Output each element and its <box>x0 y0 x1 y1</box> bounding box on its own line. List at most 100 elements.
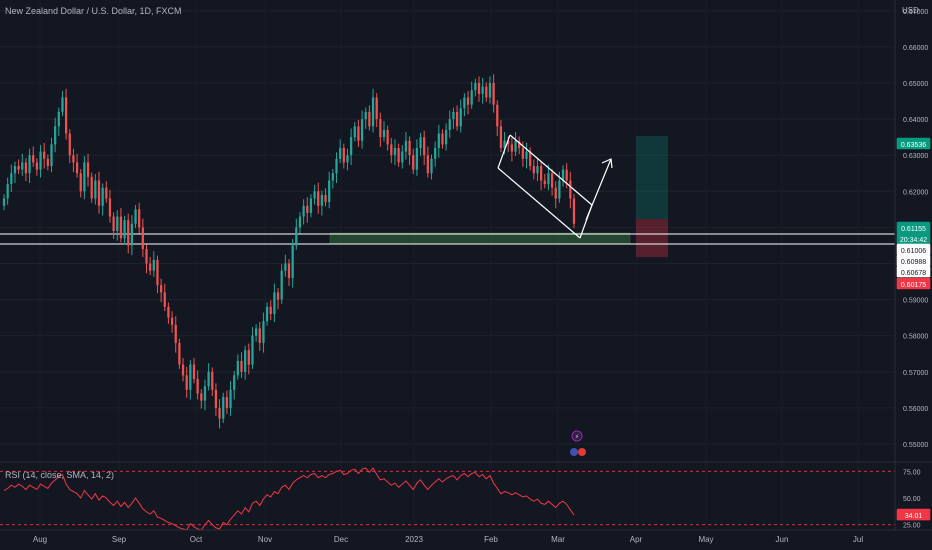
x-tick-label: Aug <box>33 535 47 544</box>
candle-body <box>346 155 349 163</box>
candle-body <box>46 158 49 167</box>
x-tick-label: Nov <box>258 535 272 544</box>
candle-body <box>532 166 535 174</box>
candle-body <box>152 259 155 271</box>
candle-body <box>331 173 334 181</box>
candle-body <box>265 306 269 322</box>
x-tick-label: Apr <box>630 535 643 544</box>
rsi-level-label: 50.00 <box>903 496 921 503</box>
level-price-tag-b: 0.60678 <box>896 265 931 278</box>
y-tick-label: 0.55000 <box>903 442 928 449</box>
price-labels: 0.63536 0.61155 20:34:42 0.61006 0.60988 0.60… <box>896 137 931 521</box>
candle-body <box>324 194 327 203</box>
candle-body <box>550 173 554 188</box>
candle-body <box>521 147 524 159</box>
y-tick-label: 0.59000 <box>903 298 928 305</box>
support-zone <box>329 232 631 245</box>
candle-body <box>156 259 159 286</box>
candle-body <box>185 375 188 390</box>
candle-body <box>61 97 64 112</box>
candle-body <box>97 180 101 206</box>
candle-body <box>127 220 130 246</box>
rsi-value-tag: 34.01 <box>896 508 931 521</box>
candle-body <box>404 140 408 152</box>
candle-body <box>170 317 174 325</box>
candle-body <box>262 321 265 343</box>
candle-body <box>284 263 287 271</box>
candle-body <box>437 133 440 148</box>
candle-body <box>309 198 313 213</box>
candle-body <box>470 90 473 105</box>
candle-body <box>507 140 510 145</box>
candle-body <box>287 263 291 278</box>
candle-body <box>178 342 181 365</box>
candle-body <box>181 364 185 376</box>
candle-body <box>554 187 557 199</box>
y-tick-label: 0.58000 <box>903 334 928 341</box>
candle-body <box>572 198 576 224</box>
level-price-tag-b-bg <box>896 265 931 278</box>
channel-lower-line <box>497 167 581 239</box>
candle-body <box>518 140 521 148</box>
rsi-level-label: 25.00 <box>903 523 921 530</box>
candle-body <box>64 97 68 134</box>
candle-body <box>364 111 367 120</box>
breakout-arrow-shaft <box>585 158 612 221</box>
x-tick-label: Jun <box>776 535 789 544</box>
x-tick-label: Jul <box>853 535 863 544</box>
x-tick-label: Dec <box>334 535 348 544</box>
candle-body <box>342 147 345 163</box>
candle-body <box>251 335 254 365</box>
flag-icon-us <box>570 448 578 456</box>
candle-body <box>10 173 13 185</box>
candle-body <box>163 292 166 307</box>
candle-body <box>349 137 353 156</box>
entry-price-tag: 0.61006 <box>896 243 931 256</box>
candle-body <box>298 216 302 228</box>
stop-price-tag-text: 0.60175 <box>901 282 926 289</box>
candle-body <box>529 151 532 167</box>
candle-body <box>434 147 437 159</box>
x-tick-label: 2023 <box>405 535 423 544</box>
y-tick-label: 0.67000 <box>903 9 928 16</box>
candle-body <box>382 129 386 138</box>
candle-body <box>207 371 210 387</box>
drawings: ⚡ <box>497 134 613 456</box>
candle-body <box>108 198 112 217</box>
candle-body <box>408 140 411 156</box>
candle-body <box>134 209 137 224</box>
candle-body <box>474 83 477 91</box>
rsi-title[interactable]: RSI (14, close, SMA, 14, 2) <box>5 470 115 480</box>
candle-body <box>236 360 239 376</box>
candle-body <box>368 111 371 127</box>
candle-body <box>203 386 207 401</box>
candle-body <box>412 155 415 170</box>
current-price-tag-text: 0.61155 <box>901 226 926 233</box>
target-price-tag: 0.63536 <box>896 137 931 150</box>
candle-body <box>2 198 6 206</box>
candle-body <box>561 169 565 181</box>
level-price-tag-a: 0.60988 <box>896 254 931 267</box>
candle-body <box>214 389 218 408</box>
candle-body <box>200 393 203 401</box>
candle-body <box>174 324 177 343</box>
candle-body <box>328 180 331 203</box>
candle-body <box>514 140 517 152</box>
symbol-title[interactable]: New Zealand Dollar / U.S. Dollar, 1D, FX… <box>5 6 182 16</box>
candle-body <box>430 158 433 174</box>
candle-body <box>21 162 24 170</box>
stop-zone <box>636 219 668 258</box>
rsi-line <box>3 467 575 531</box>
candle-body <box>477 83 481 94</box>
currency-label: USD <box>902 6 919 15</box>
candle-body <box>35 162 39 170</box>
level-price-tag-a-text: 0.60988 <box>901 259 926 266</box>
target-zone <box>636 135 668 220</box>
current-price-tag: 0.61155 <box>896 221 931 234</box>
x-tick-label: Oct <box>190 535 203 544</box>
candle-body <box>503 140 506 148</box>
candle-body <box>448 119 451 130</box>
candle-body <box>119 216 123 239</box>
